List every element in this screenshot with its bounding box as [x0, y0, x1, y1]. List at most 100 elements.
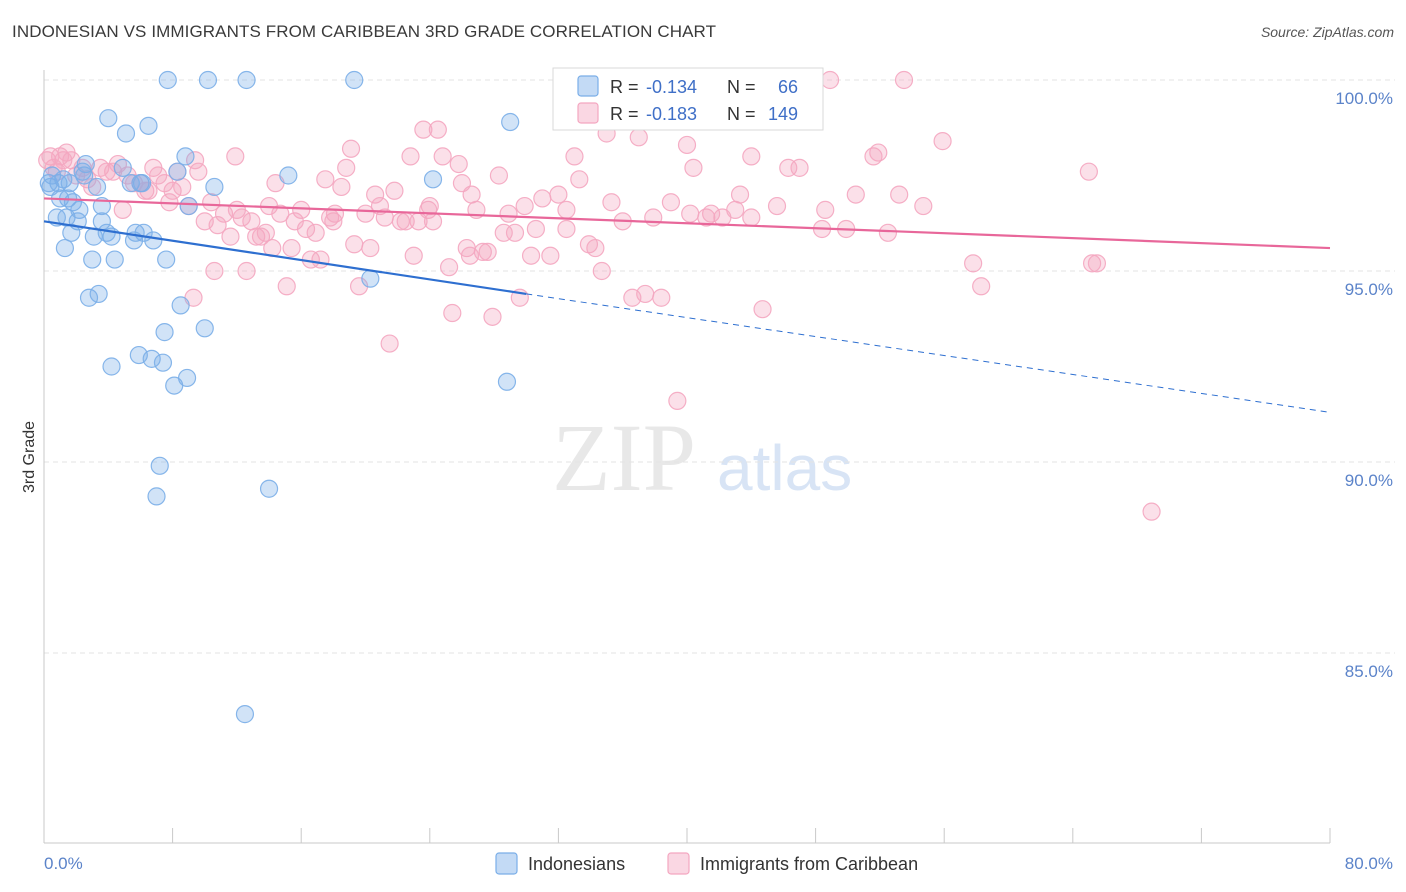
legend-r-label-1: R =	[610, 77, 639, 97]
point-caribbean-65	[366, 185, 385, 204]
y-tick-label-0: 100.0%	[1335, 89, 1393, 108]
legend-n-label-1: N =	[727, 77, 756, 97]
point-indonesians-43	[158, 70, 177, 90]
series-legend-swatch-caribbean	[667, 852, 690, 875]
point-indonesians-14	[70, 200, 89, 219]
point-caribbean-116	[668, 391, 687, 410]
point-caribbean-141	[1082, 254, 1102, 273]
point-caribbean-142	[1087, 254, 1107, 273]
point-indonesians-55	[279, 166, 298, 185]
point-indonesians-35	[139, 116, 158, 135]
point-indonesians-65	[168, 162, 187, 181]
point-caribbean-98	[533, 189, 552, 208]
point-caribbean-25	[163, 181, 182, 200]
y-tick-label-2: 90.0%	[1345, 471, 1393, 490]
point-indonesians-63	[75, 166, 94, 185]
point-indonesians-39	[150, 456, 169, 475]
legend-r-label-2: R =	[610, 104, 639, 124]
point-caribbean-38	[232, 208, 251, 227]
point-indonesians-50	[198, 70, 218, 90]
point-caribbean-96	[521, 246, 541, 265]
y-tick-label-1: 95.0%	[1345, 280, 1393, 299]
point-caribbean-55	[316, 170, 335, 189]
grid	[44, 79, 1395, 654]
point-caribbean-147	[324, 212, 343, 231]
point-caribbean-139	[972, 277, 991, 296]
point-caribbean-82	[449, 154, 468, 174]
point-caribbean-30	[189, 162, 208, 181]
point-caribbean-151	[681, 204, 700, 223]
point-caribbean-43	[256, 223, 275, 242]
point-indonesians-54	[259, 479, 279, 498]
point-caribbean-124	[742, 208, 761, 227]
point-caribbean-101	[557, 200, 576, 219]
point-indonesians-42	[157, 250, 176, 269]
series-legend: Indonesians Immigrants from Caribbean	[495, 852, 918, 875]
point-caribbean-117	[677, 135, 697, 155]
point-caribbean-134	[878, 223, 898, 242]
point-indonesians-24	[99, 109, 118, 128]
point-indonesians-41	[155, 323, 174, 342]
chart-title: INDONESIAN VS IMMIGRANTS FROM CARIBBEAN …	[12, 22, 717, 41]
point-caribbean-154	[846, 185, 865, 204]
point-caribbean-152	[742, 147, 761, 166]
point-indonesians-40	[153, 353, 173, 372]
point-indonesians-60	[501, 112, 520, 132]
point-caribbean-138	[964, 254, 983, 273]
point-indonesians-51	[205, 177, 224, 197]
x-tick-label-right: 80.0%	[1345, 854, 1393, 873]
point-indonesians-26	[105, 250, 124, 269]
point-caribbean-146	[226, 147, 245, 166]
watermark-zip: ZIP	[552, 404, 696, 511]
point-caribbean-135	[890, 185, 909, 204]
point-caribbean-143	[1142, 502, 1161, 521]
point-caribbean-136	[894, 70, 914, 90]
watermark-atlas: atlas	[717, 432, 852, 504]
legend-r-value-1: -0.134	[646, 77, 697, 97]
point-caribbean-68	[380, 334, 399, 353]
point-indonesians-21	[89, 284, 108, 304]
point-indonesians-48	[179, 196, 198, 216]
point-caribbean-79	[433, 147, 452, 166]
point-caribbean-36	[221, 227, 240, 246]
stats-legend: R = -0.134 N = 66 R = -0.183 N = 149	[552, 67, 824, 131]
y-tick-labels: 100.0% 95.0% 90.0% 85.0%	[1335, 89, 1393, 681]
point-indonesians-58	[423, 170, 443, 189]
point-caribbean-106	[592, 261, 611, 281]
point-caribbean-48	[282, 238, 301, 258]
point-indonesians-46	[176, 147, 195, 166]
point-caribbean-80	[439, 258, 459, 277]
point-caribbean-77	[423, 212, 443, 231]
point-indonesians-49	[195, 319, 214, 338]
y-axis-title: 3rd Grade	[21, 421, 38, 493]
point-caribbean-111	[629, 128, 648, 147]
point-indonesians-64	[131, 174, 150, 193]
point-indonesians-61	[102, 357, 121, 376]
point-indonesians-20	[87, 177, 107, 197]
point-caribbean-102	[565, 147, 584, 166]
point-caribbean-112	[636, 284, 655, 304]
point-caribbean-150	[557, 219, 576, 239]
point-caribbean-122	[726, 200, 745, 219]
point-indonesians-17	[79, 288, 99, 307]
point-caribbean-72	[401, 147, 420, 166]
point-caribbean-100	[549, 185, 568, 204]
point-caribbean-46	[271, 204, 290, 223]
point-caribbean-115	[661, 193, 681, 212]
point-indonesians-11	[62, 223, 81, 242]
point-caribbean-39	[237, 261, 256, 281]
point-caribbean-89	[483, 307, 502, 326]
point-caribbean-155	[914, 196, 933, 216]
point-indonesians-59	[497, 372, 517, 391]
point-caribbean-40	[242, 212, 261, 231]
point-caribbean-145	[186, 151, 205, 170]
point-indonesians-12	[63, 193, 83, 212]
series-legend-label-caribbean: Immigrants from Caribbean	[700, 854, 918, 874]
point-caribbean-34	[208, 216, 227, 235]
point-caribbean-149	[460, 246, 480, 265]
point-indonesians-47	[177, 368, 197, 388]
point-caribbean-61	[345, 235, 364, 254]
point-caribbean-140	[1079, 162, 1098, 181]
point-indonesians-38	[147, 487, 166, 506]
